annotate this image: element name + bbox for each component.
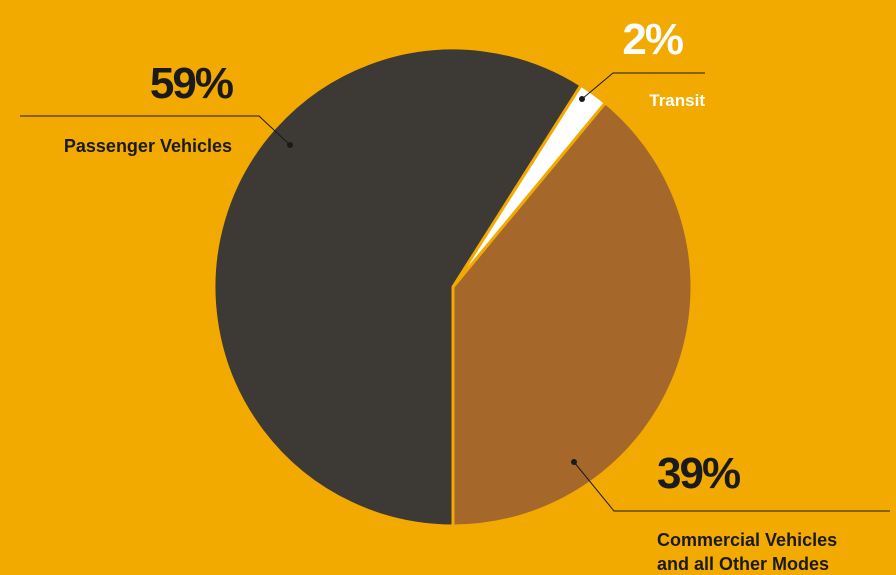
slice-value-label-commercial: 39%	[657, 449, 740, 498]
pie-slice-passenger	[212, 46, 583, 528]
slice-value-label-transit: 2%	[622, 15, 682, 64]
pie-slices	[212, 46, 694, 528]
slice-category-label-transit: Transit	[649, 91, 705, 110]
slice-value-label-passenger: 59%	[150, 59, 233, 108]
leader-lines	[20, 72, 890, 512]
leader-line-commercial	[573, 461, 890, 512]
slice-category-label-passenger: Passenger Vehicles	[64, 136, 232, 156]
leader-dot-commercial	[571, 459, 577, 465]
leader-dot-transit	[579, 96, 585, 102]
pie-slice-commercial	[451, 101, 694, 528]
leader-dot-passenger	[287, 142, 293, 148]
slice-category-label-commercial-line1: Commercial Vehicles	[657, 530, 837, 550]
leader-line-passenger	[20, 115, 291, 146]
leader-line-transit	[581, 72, 705, 100]
slice-category-label-commercial-line2: and all Other Modes	[657, 554, 829, 574]
